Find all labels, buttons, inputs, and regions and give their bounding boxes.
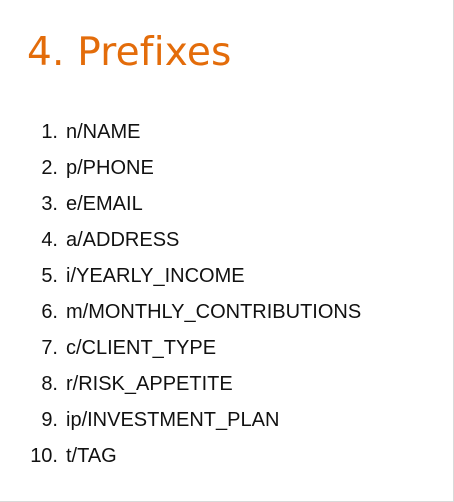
- prefix-item-yearly-income: 5. i/YEARLY_INCOME: [0, 261, 361, 297]
- prefix-number: 8.: [41, 373, 58, 395]
- prefix-item-tag: 10. t/TAG: [0, 441, 361, 477]
- prefix-text: t/TAG: [66, 445, 117, 467]
- prefix-text: i/YEARLY_INCOME: [66, 265, 245, 287]
- prefix-text: n/NAME: [66, 121, 141, 143]
- prefix-item-investment-plan: 9. ip/INVESTMENT_PLAN: [0, 405, 361, 441]
- prefix-text: e/EMAIL: [66, 193, 143, 215]
- prefix-text: ip/INVESTMENT_PLAN: [66, 409, 280, 431]
- prefix-text: p/PHONE: [66, 157, 154, 179]
- prefix-item-email: 3. e/EMAIL: [0, 189, 361, 225]
- prefix-list: 1. n/NAME 2. p/PHONE 3. e/EMAIL 4. a/ADDRESS…: [0, 117, 361, 477]
- prefix-number: 2.: [41, 157, 58, 179]
- prefix-text: m/MONTHLY_CONTRIBUTIONS: [66, 301, 362, 323]
- prefix-item-client-type: 7. c/CLIENT_TYPE: [0, 333, 361, 369]
- section-heading: 4. Prefixes: [27, 30, 232, 75]
- prefix-item-phone: 2. p/PHONE: [0, 153, 361, 189]
- prefix-number: 9.: [41, 409, 58, 431]
- prefix-number: 1.: [41, 121, 58, 143]
- prefix-item-name: 1. n/NAME: [0, 117, 361, 153]
- prefix-number: 5.: [41, 265, 58, 287]
- prefix-text: r/RISK_APPETITE: [66, 373, 233, 395]
- prefix-text: a/ADDRESS: [66, 229, 180, 251]
- prefix-text: c/CLIENT_TYPE: [66, 337, 217, 359]
- prefix-number: 3.: [41, 193, 58, 215]
- prefix-item-risk-appetite: 8. r/RISK_APPETITE: [0, 369, 361, 405]
- prefix-item-monthly-contributions: 6. m/MONTHLY_CONTRIBUTIONS: [0, 297, 361, 333]
- prefix-number: 6.: [41, 301, 58, 323]
- prefix-item-address: 4. a/ADDRESS: [0, 225, 361, 261]
- prefix-number: 7.: [41, 337, 58, 359]
- prefix-number: 10.: [30, 445, 58, 467]
- prefix-number: 4.: [41, 229, 58, 251]
